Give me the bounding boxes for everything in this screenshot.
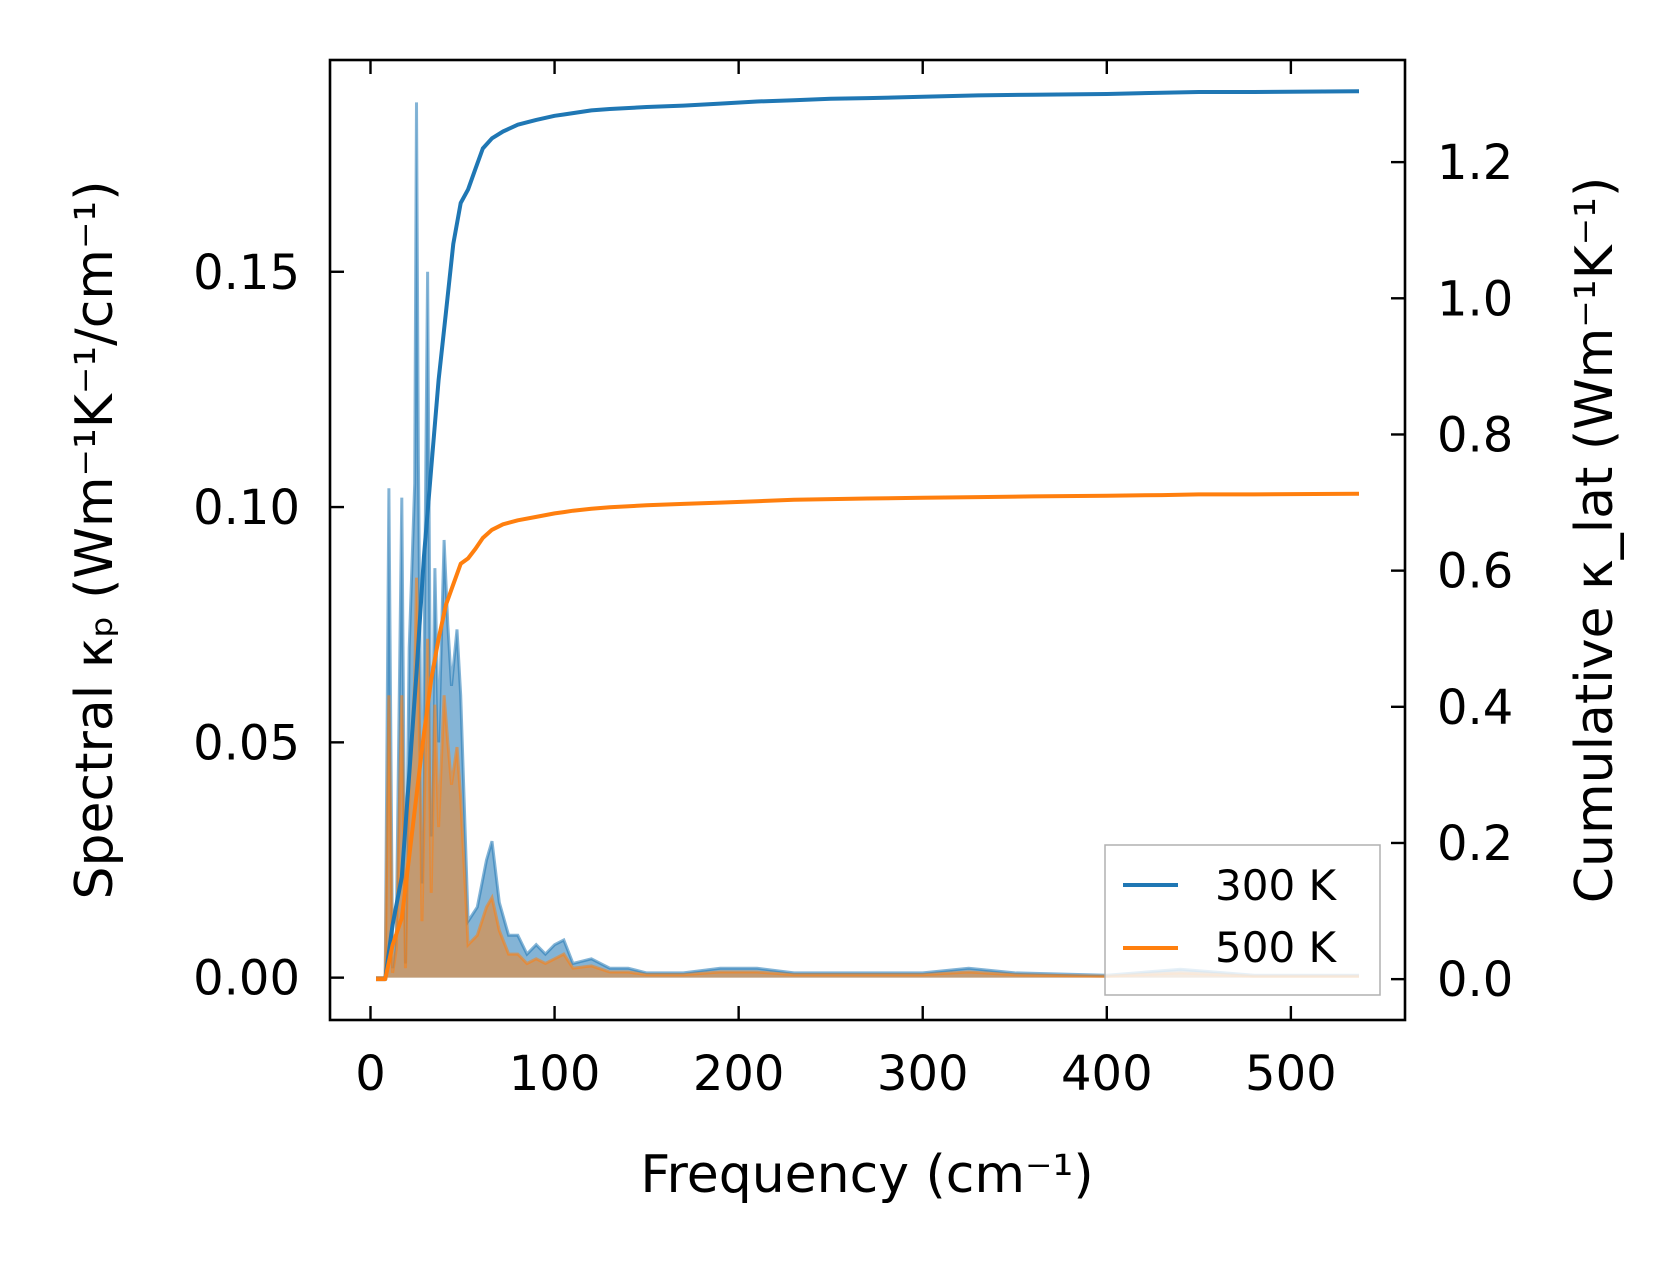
x-tick-label-4: 400 — [1061, 1046, 1153, 1102]
x-tick-label-2: 200 — [693, 1046, 785, 1102]
y-left-tick-label-1: 0.05 — [193, 715, 300, 771]
y-right-tick-label-2: 0.4 — [1437, 680, 1513, 736]
legend-box — [1104, 844, 1381, 996]
plot-frame — [328, 58, 1407, 1022]
x-tick-label-0: 0 — [355, 1046, 386, 1102]
legend: 300 K 500 K — [1104, 844, 1381, 996]
series-layer — [376, 89, 1360, 982]
left-y-axis-label: Spectral κₚ (Wm⁻¹K⁻¹/cm⁻¹) — [65, 180, 125, 899]
legend-label-500k: 500 K — [1215, 923, 1338, 972]
ticks-layer: 0 100 200 300 400 500 0.00 0.05 0.10 0.15 0.0 0.2 0.… — [193, 60, 1513, 1102]
spectral-line-1 — [376, 577, 1359, 980]
y-right-tick-label-6: 1.2 — [1437, 135, 1513, 191]
x-tick-label-3: 300 — [877, 1046, 969, 1102]
y-right-tick-label-5: 1.0 — [1437, 271, 1513, 327]
legend-label-300k: 300 K — [1215, 861, 1338, 910]
x-tick-label-5: 500 — [1245, 1046, 1337, 1102]
spectral-line-0 — [376, 102, 1359, 980]
cumulative-line-1 — [376, 491, 1360, 982]
y-right-tick-label-4: 0.8 — [1437, 407, 1513, 463]
x-axis-label: Frequency (cm⁻¹) — [640, 1145, 1093, 1205]
y-right-tick-label-0: 0.0 — [1437, 952, 1513, 1008]
y-left-tick-label-3: 0.15 — [193, 245, 300, 301]
right-y-axis-label: Cumulative κ_lat (Wm⁻¹K⁻¹) — [1565, 177, 1625, 904]
y-right-tick-label-1: 0.2 — [1437, 816, 1513, 872]
y-left-tick-label-2: 0.10 — [193, 480, 300, 536]
y-right-tick-label-3: 0.6 — [1437, 544, 1513, 600]
y-left-tick-label-0: 0.00 — [193, 951, 300, 1007]
cumulative-line-0 — [376, 89, 1360, 982]
x-tick-label-1: 100 — [509, 1046, 601, 1102]
